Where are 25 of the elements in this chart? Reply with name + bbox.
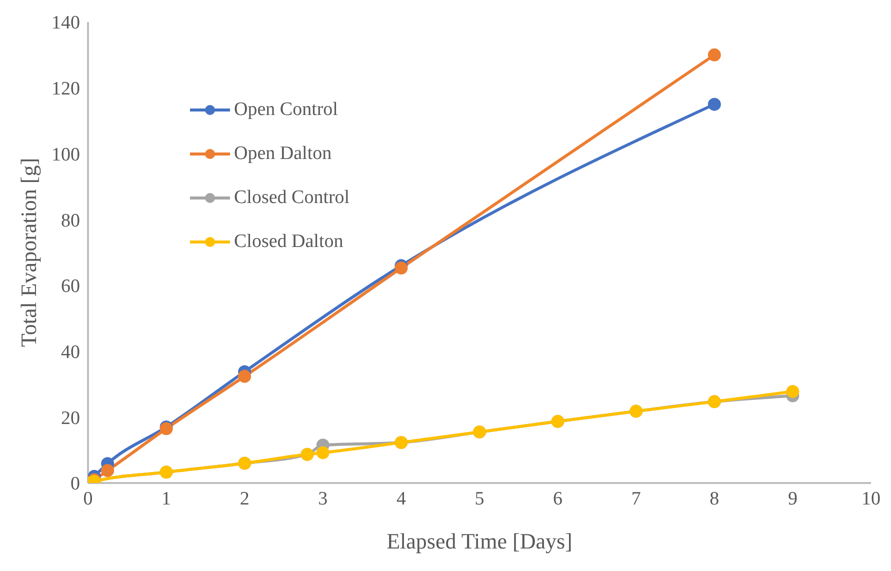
y-tick-label: 40: [61, 342, 80, 364]
legend-label: Open Dalton: [234, 143, 332, 165]
x-tick-label: 0: [83, 488, 93, 510]
y-tick-label: 120: [52, 78, 80, 100]
x-tick-label: 4: [396, 488, 406, 510]
y-tick-label: 100: [52, 144, 80, 166]
legend-label: Closed Dalton: [234, 231, 344, 253]
y-axis-title: Total Evaporation [g]: [16, 158, 41, 348]
x-tick-label: 7: [631, 488, 641, 510]
x-tick-label: 9: [788, 488, 798, 510]
y-tick-label: 80: [61, 210, 80, 232]
x-tick-label: 6: [553, 488, 563, 510]
y-tick-label: 0: [70, 474, 80, 495]
legend-label: Open Control: [234, 99, 338, 121]
y-tick-label: 60: [61, 276, 80, 298]
y-tick-label: 20: [61, 408, 80, 429]
legend-label: Closed Control: [234, 187, 350, 209]
y-tick-label: 140: [52, 12, 80, 34]
x-tick-label: 5: [474, 488, 484, 510]
x-axis-title: Elapsed Time [Days]: [386, 528, 572, 554]
x-tick-label: 3: [318, 488, 328, 510]
x-tick-label: 8: [710, 488, 720, 510]
x-tick-label: 1: [162, 488, 172, 510]
x-tick-label: 2: [240, 488, 250, 510]
x-tick-label: 10: [862, 488, 880, 510]
